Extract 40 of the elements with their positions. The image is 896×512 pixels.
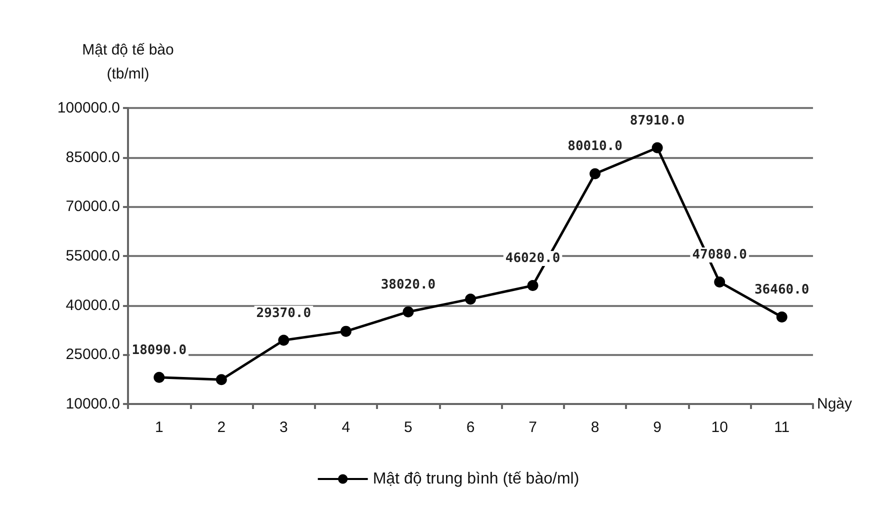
y-tick-label: 100000.0 (57, 100, 120, 116)
data-label: 87910.0 (630, 113, 685, 128)
y-tick-label: 25000.0 (66, 346, 120, 364)
data-label: 46020.0 (505, 251, 560, 266)
data-label: 80010.0 (568, 139, 623, 154)
y-tick-label: 55000.0 (66, 248, 120, 264)
point (527, 280, 538, 292)
x-tick-label: 1 (154, 419, 164, 436)
x-tick-label: 5 (404, 419, 412, 436)
point (652, 142, 663, 154)
y-axis-title: Mật độ tế bào (tb/ml) (82, 42, 174, 82)
point (154, 372, 165, 383)
point (340, 326, 352, 337)
x-tick-label: 4 (342, 419, 350, 436)
point (402, 306, 414, 318)
y-tick-label: 40000.0 (66, 296, 120, 314)
point (278, 334, 290, 346)
y-tick-label: 70000.0 (66, 198, 120, 216)
legend-label: Mật độ trung bình (tế bào/ml) (372, 470, 580, 488)
data-label: 36460.0 (754, 282, 810, 298)
y-tick-label: 10000.0 (66, 396, 120, 412)
point (465, 294, 476, 305)
y-tick-label: 85000.0 (66, 148, 120, 166)
x-tick-label: 8 (590, 419, 600, 436)
data-label: 18090.0 (132, 342, 187, 358)
data-label: 29370.0 (256, 306, 312, 321)
x-tick-label: 10 (711, 419, 728, 436)
data-label: 47080.0 (692, 248, 748, 263)
x-tick-label: 6 (466, 419, 475, 436)
x-tick-label: 11 (774, 419, 790, 436)
x-tick-label: 3 (280, 419, 288, 436)
x-tick-label: 7 (528, 419, 537, 436)
point (590, 168, 601, 180)
point (776, 311, 788, 322)
point (714, 276, 726, 288)
x-tick-label: 9 (653, 419, 662, 436)
x-tick-label: 2 (217, 419, 226, 436)
point (216, 374, 227, 386)
x-axis-title: Ngày (817, 396, 853, 412)
data-label: 38020.0 (380, 277, 436, 292)
